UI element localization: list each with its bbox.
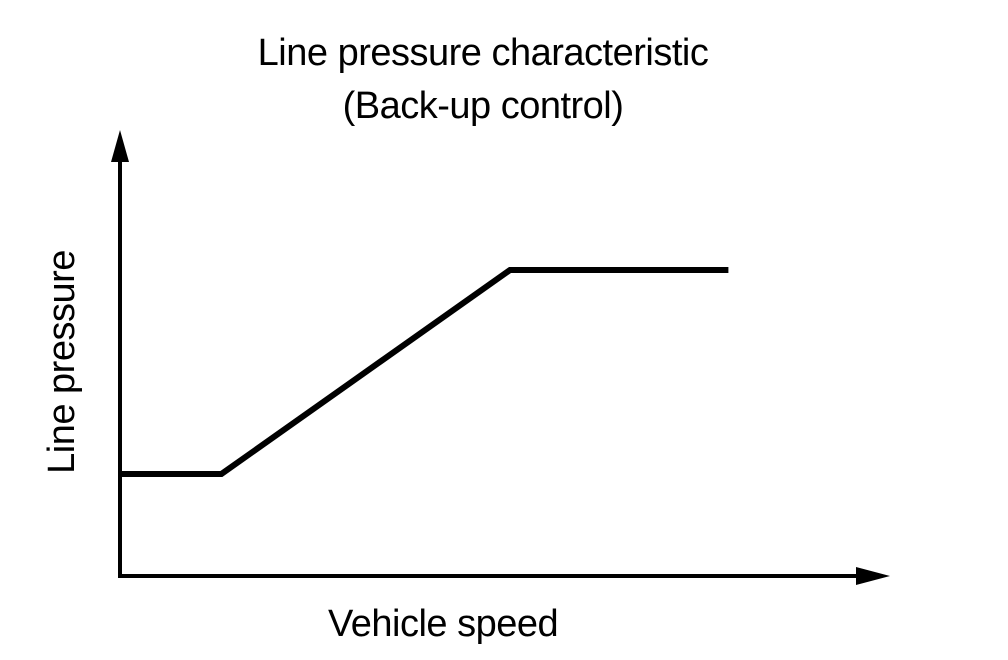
y-axis-label: Line pressure	[41, 250, 83, 474]
x-axis-label: Vehicle speed	[328, 603, 559, 645]
series-line-0	[120, 267, 729, 477]
series-layer	[120, 267, 729, 477]
x-axis-arrow	[856, 567, 890, 585]
chart-title: Line pressure characteristic	[257, 32, 709, 74]
y-axis-arrow	[111, 130, 129, 162]
chart-subtitle: (Back-up control)	[342, 85, 624, 127]
